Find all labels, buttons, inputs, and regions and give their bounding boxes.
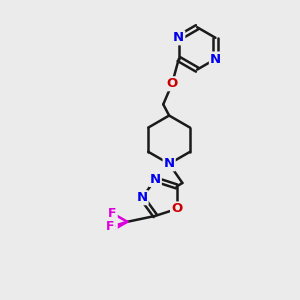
Text: F: F [108,207,117,220]
Text: O: O [171,202,182,215]
Text: F: F [106,220,115,233]
Text: N: N [164,157,175,170]
Text: F: F [108,224,117,237]
Text: N: N [136,191,148,204]
Text: N: N [173,31,184,44]
Text: N: N [150,173,161,186]
Text: N: N [210,52,221,65]
Text: O: O [167,77,178,90]
